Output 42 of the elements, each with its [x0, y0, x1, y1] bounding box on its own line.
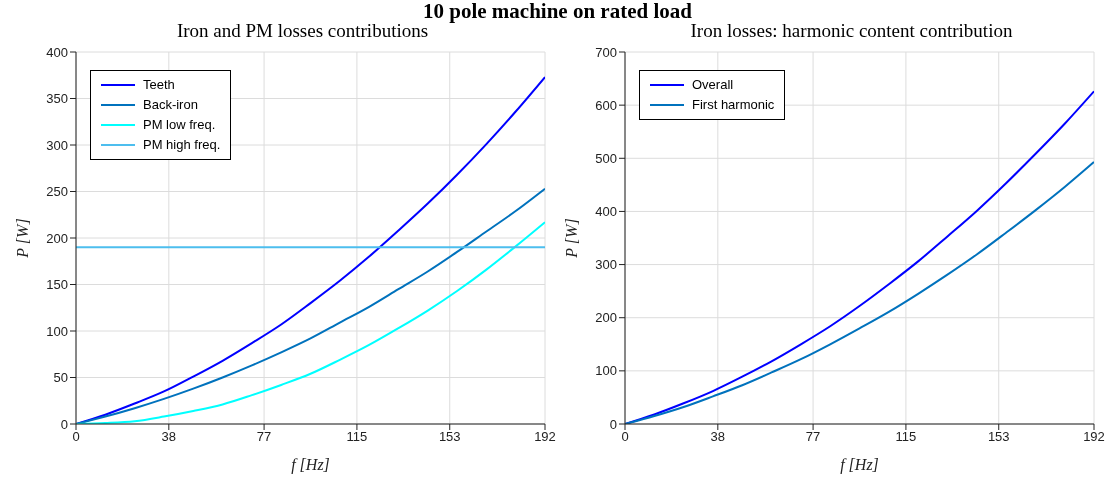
y-tick-label: 600 [595, 97, 617, 113]
y-tick-label: 50 [53, 370, 68, 386]
x-tick-label: 38 [161, 429, 177, 445]
chart-title: Iron and PM losses contributions [175, 20, 430, 42]
legend-label: First harmonic [692, 96, 775, 114]
x-tick-label: 192 [1083, 429, 1105, 445]
y-tick-label: 0 [60, 416, 68, 432]
y-tick-label: 300 [595, 257, 617, 273]
x-tick-label: 192 [534, 429, 556, 445]
y-tick-label: 400 [595, 204, 617, 220]
y-tick-label: 700 [595, 44, 617, 60]
legend-label: Teeth [143, 76, 175, 94]
chart-title: Iron losses: harmonic content contribution [689, 20, 1014, 42]
y-tick-label: 350 [46, 91, 68, 107]
x-tick-label: 38 [710, 429, 726, 445]
y-tick-label: 400 [46, 44, 68, 60]
x-tick-label: 0 [72, 429, 80, 445]
x-tick-label: 0 [621, 429, 629, 445]
x-tick-label: 115 [346, 429, 368, 445]
y-axis-title: P [W] [13, 218, 31, 259]
y-tick-label: 100 [595, 363, 617, 379]
y-axis-title: P [W] [562, 218, 580, 259]
x-axis-title: f [Hz] [840, 456, 879, 474]
y-tick-label: 300 [46, 137, 68, 153]
y-tick-label: 250 [46, 184, 68, 200]
x-axis-title: f [Hz] [291, 456, 330, 474]
legend-label: PM high freq. [143, 136, 221, 154]
text: 10 pole machine on rated load [422, 0, 693, 23]
x-tick-label: 153 [438, 429, 461, 445]
legend-label: Back-iron [143, 96, 198, 114]
legend-label: Overall [692, 76, 734, 94]
y-tick-label: 100 [46, 323, 68, 339]
y-tick-label: 500 [595, 150, 617, 166]
y-tick-label: 0 [609, 416, 617, 432]
legend-label: PM low freq. [143, 116, 216, 134]
x-tick-label: 115 [895, 429, 917, 445]
y-tick-label: 200 [595, 310, 617, 326]
x-tick-label: 77 [805, 429, 821, 445]
x-tick-label: 153 [987, 429, 1010, 445]
x-tick-label: 77 [256, 429, 272, 445]
y-tick-label: 150 [46, 277, 68, 293]
y-tick-label: 200 [46, 230, 68, 246]
